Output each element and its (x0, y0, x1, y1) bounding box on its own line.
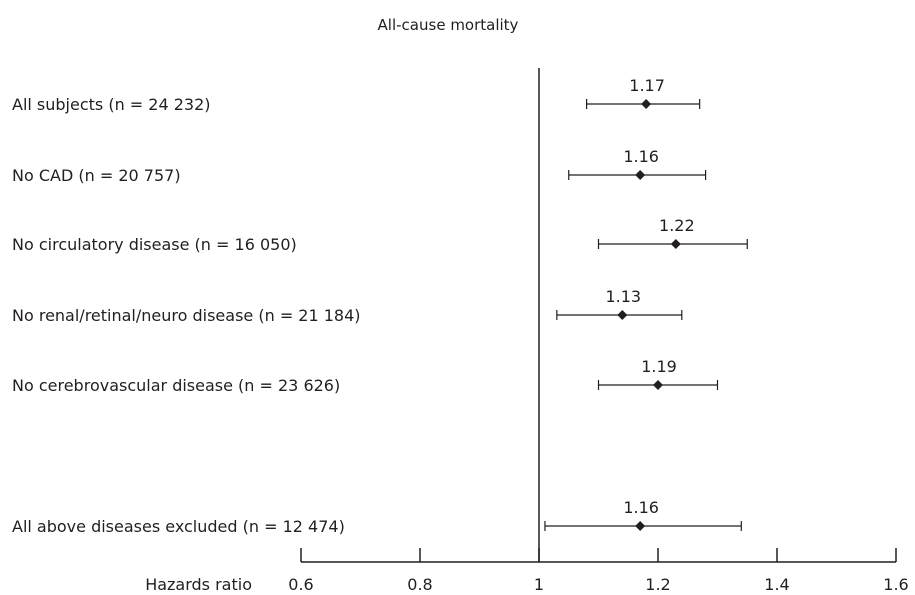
hr-label: 1.19 (641, 357, 677, 376)
row-label: No renal/retinal/neuro disease (n = 21 1… (12, 306, 361, 325)
x-axis-label: Hazards ratio (145, 575, 252, 594)
hr-point (670, 239, 681, 249)
x-tick-label: 1.6 (883, 575, 908, 594)
row-label: No CAD (n = 20 757) (12, 166, 181, 185)
row-label: All subjects (n = 24 232) (12, 95, 211, 114)
hr-label: 1.22 (659, 216, 695, 235)
x-tick-label: 0.6 (288, 575, 313, 594)
x-tick-label: 1.2 (645, 575, 670, 594)
x-tick-label: 1 (534, 575, 544, 594)
hr-label: 1.13 (605, 287, 641, 306)
hr-point (635, 170, 646, 180)
x-axis: 0.6 0.8 1 1.2 1.4 1.6 (288, 548, 909, 594)
chart-title: All-cause mortality (378, 16, 519, 34)
hr-point (641, 99, 652, 109)
hr-label: 1.17 (629, 76, 665, 95)
hr-point (653, 380, 663, 390)
row-label: All above diseases excluded (n = 12 474) (12, 517, 345, 536)
hr-point (617, 310, 628, 320)
row-label: No circulatory disease (n = 16 050) (12, 235, 297, 254)
rows: All subjects (n = 24 232) 1.17 No CAD (n =… (12, 76, 748, 536)
x-tick-label: 0.8 (407, 575, 432, 594)
hr-label: 1.16 (623, 498, 659, 517)
hr-label: 1.16 (623, 147, 659, 166)
x-tick-label: 1.4 (764, 575, 789, 594)
hr-point (635, 521, 646, 531)
row-label: No cerebrovascular disease (n = 23 626) (12, 376, 340, 395)
